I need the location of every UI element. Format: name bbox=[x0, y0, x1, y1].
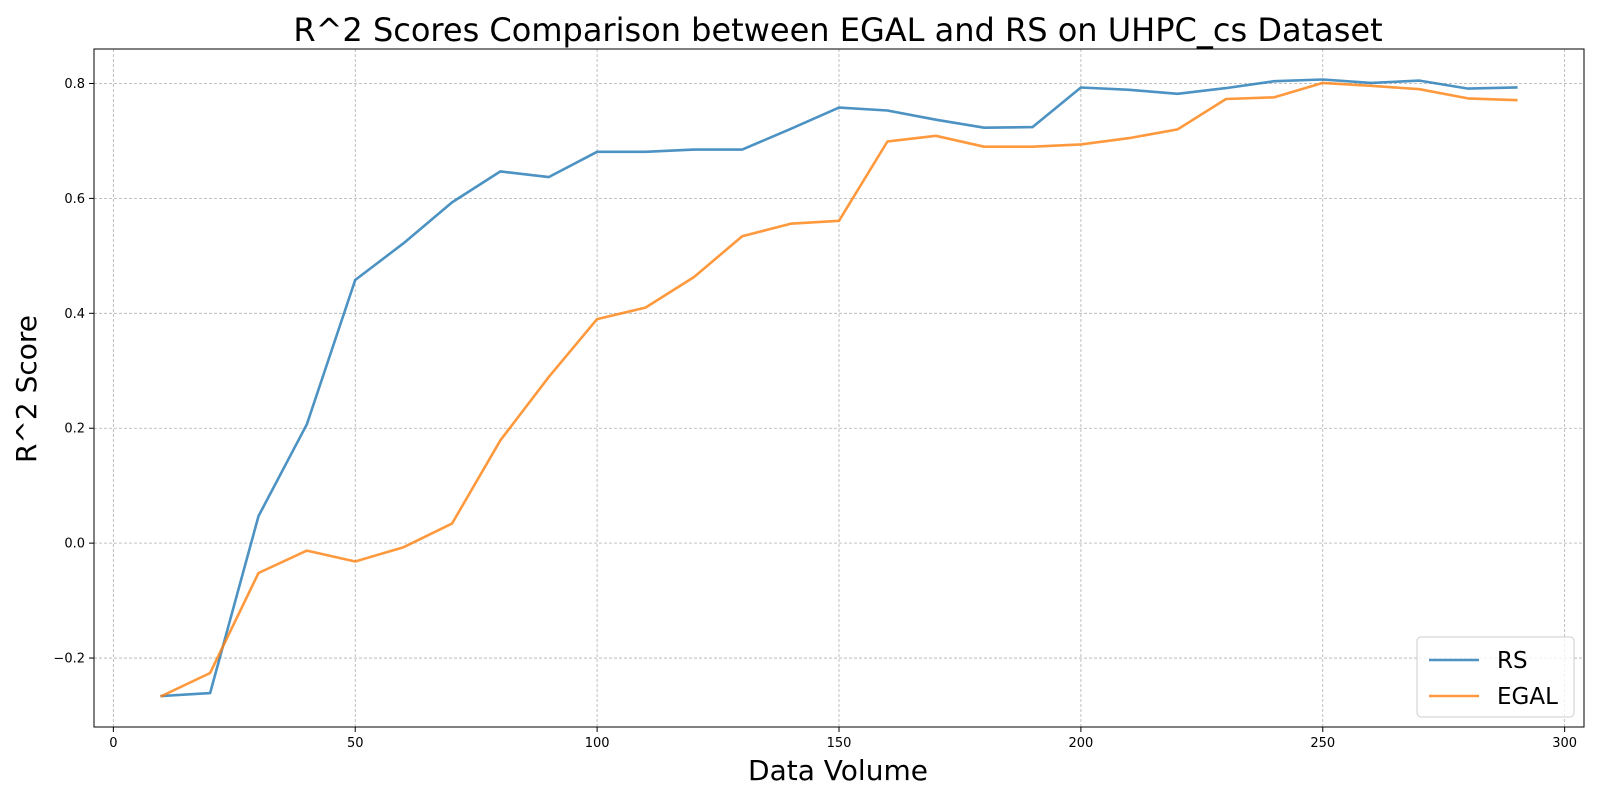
grid-lines bbox=[94, 49, 1584, 727]
legend-label-rs: RS bbox=[1497, 648, 1528, 674]
x-tick-label: 200 bbox=[1068, 736, 1093, 751]
series-line-egal bbox=[159, 81, 1518, 698]
y-tick-label: −0.2 bbox=[53, 652, 85, 667]
series-lines bbox=[159, 78, 1518, 698]
legend: RS EGAL bbox=[1416, 636, 1575, 718]
x-tick-label: 50 bbox=[347, 736, 364, 751]
axis-ticks: 0 50 100 150 200 250 300 −0.2 0.0 0.2 0.4 0.6 0.8 bbox=[53, 77, 1577, 751]
x-tick-label: 300 bbox=[1552, 736, 1577, 751]
x-tick-label: 250 bbox=[1310, 736, 1335, 751]
y-axis-label: R^2 Score bbox=[10, 315, 43, 463]
x-tick-label: 150 bbox=[827, 736, 852, 751]
chart-title: R^2 Scores Comparison between EGAL and R… bbox=[293, 11, 1382, 49]
x-axis-label: Data Volume bbox=[748, 754, 928, 787]
y-tick-label: 0.2 bbox=[64, 422, 85, 437]
x-tick-label: 0 bbox=[109, 736, 117, 751]
x-tick-label: 100 bbox=[585, 736, 610, 751]
y-tick-label: 0.4 bbox=[64, 307, 85, 322]
y-tick-label: 0.0 bbox=[64, 537, 85, 552]
y-tick-label: 0.8 bbox=[64, 77, 85, 92]
y-tick-label: 0.6 bbox=[64, 192, 85, 207]
series-line-rs bbox=[160, 78, 1518, 698]
legend-label-egal: EGAL bbox=[1497, 684, 1558, 710]
